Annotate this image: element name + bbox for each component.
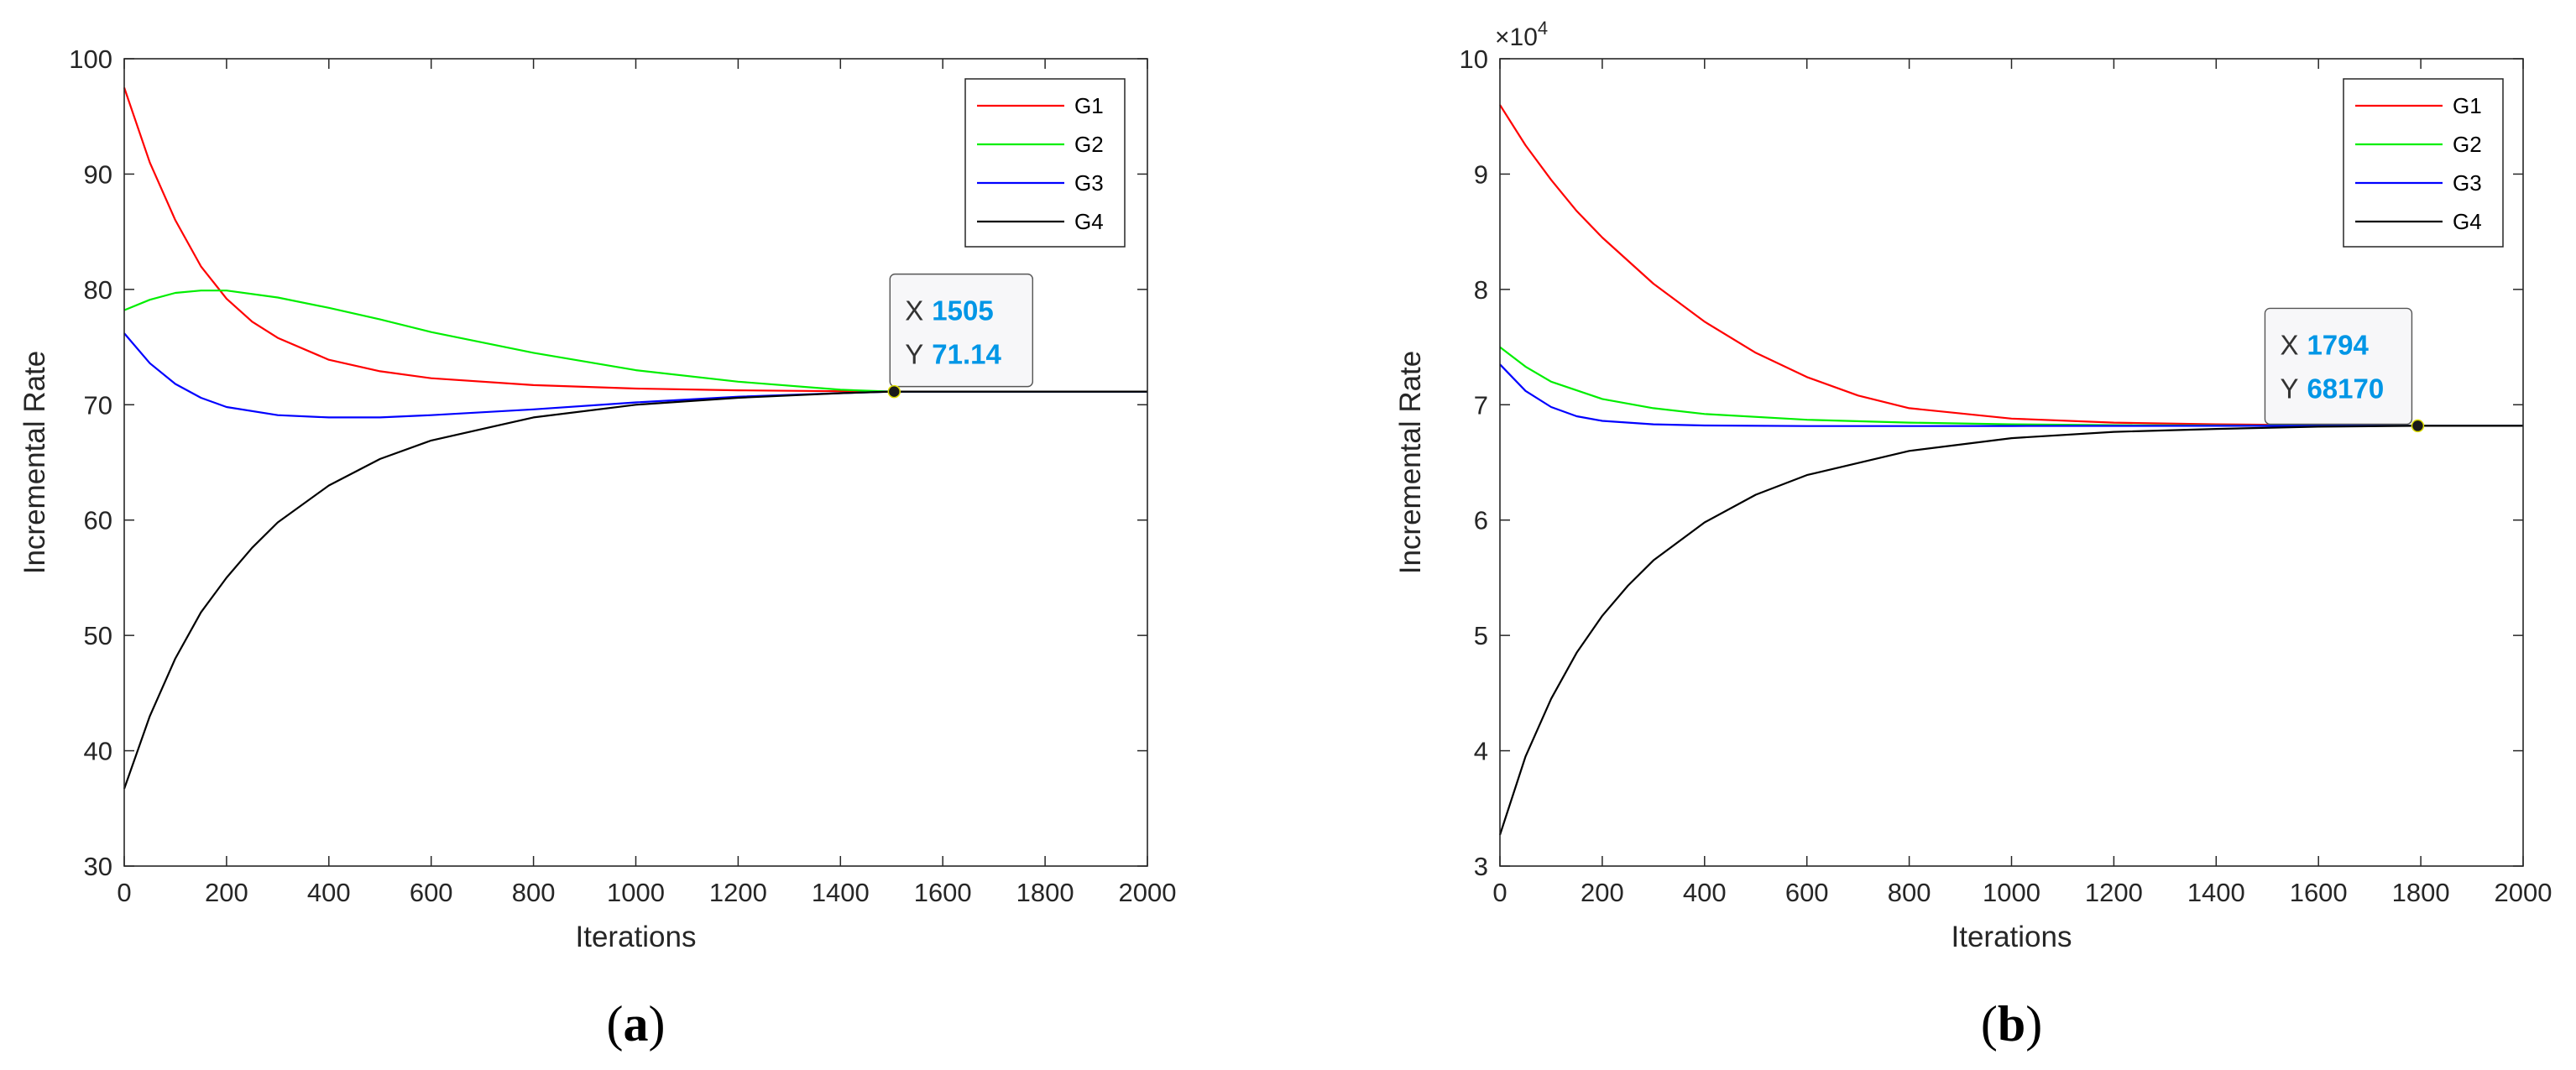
x-axis-label: Iterations (1952, 921, 2072, 953)
datatip-x-key: X (2280, 329, 2298, 360)
x-tick-label: 1000 (1983, 878, 2040, 907)
panel-label-open: ( (607, 996, 624, 1052)
datatip-y-value: 68170 (2307, 373, 2384, 404)
x-tick-label: 0 (1492, 878, 1507, 907)
x-tick-label: 1200 (2085, 878, 2143, 907)
legend-label-g2: G2 (1074, 132, 1104, 157)
x-tick-label: 1600 (914, 878, 972, 907)
y-axis-label: Incremental Rate (1394, 351, 1427, 575)
x-tick-label: 0 (117, 878, 131, 907)
x-tick-label: 1800 (1016, 878, 1074, 907)
y-tick-label: 3 (1474, 852, 1488, 881)
legend-label-g4: G4 (1074, 209, 1104, 234)
series-line-g1 (1499, 104, 2523, 427)
x-axis-label: Iterations (576, 921, 697, 953)
legend-label-g2: G2 (2453, 132, 2482, 157)
panel-label-open: ( (1981, 996, 1998, 1052)
y-tick-label: 10 (1460, 44, 1488, 74)
datatip-marker (887, 384, 901, 399)
panel-label-letter: a (624, 996, 649, 1052)
legend-label-g3: G3 (1074, 170, 1104, 196)
y-tick-label: 70 (84, 390, 112, 420)
x-tick-label: 400 (307, 878, 351, 907)
y-tick-label: 6 (1474, 506, 1488, 535)
x-tick-label: 600 (410, 878, 453, 907)
y-tick-label: 5 (1474, 621, 1488, 650)
panel-label: (b) (1981, 996, 2042, 1052)
panel-b: 0 200 400 600 800 1000 1200 1400 1600 1800 2000 3 4 5… (1394, 18, 2552, 1052)
legend-label-g1: G1 (2453, 93, 2482, 118)
datatip-x-value: 1505 (932, 295, 993, 326)
datatip-x-value: 1794 (2307, 329, 2369, 360)
x-tick-label: 1600 (2290, 878, 2348, 907)
x-tick-label: 400 (1683, 878, 1727, 907)
panel-label: (a) (607, 996, 666, 1052)
x-tick-label: 200 (205, 878, 248, 907)
legend-box (964, 78, 1126, 248)
datatip-box (2264, 307, 2413, 425)
legend-label-g3: G3 (2453, 170, 2482, 196)
x-tick-label: 1400 (2187, 878, 2245, 907)
x-tick-label: 200 (1581, 878, 1624, 907)
panel-label-close: ) (649, 996, 666, 1052)
y-tick-label: 90 (84, 159, 112, 189)
y-tick-label: 100 (69, 44, 112, 74)
series-line-g3 (1499, 363, 2523, 427)
y-tick-label: 9 (1474, 159, 1488, 189)
y-tick-label: 7 (1474, 390, 1488, 420)
legend-box (2343, 78, 2504, 248)
y-tick-label: 4 (1474, 737, 1488, 766)
y-tick-label: 60 (84, 506, 112, 535)
panel-label-letter: b (1998, 996, 2025, 1052)
x-tick-label: 1800 (2392, 878, 2450, 907)
datatip-box (889, 273, 1033, 388)
x-tick-label: 600 (1785, 878, 1829, 907)
x-tick-label: 800 (1888, 878, 1931, 907)
legend-label-g1: G1 (1074, 93, 1104, 118)
series-line-g4 (123, 390, 1147, 790)
series-line-g2 (123, 290, 1147, 393)
x-tick-label: 1200 (709, 878, 767, 907)
y-tick-label: 80 (84, 275, 112, 305)
y-tick-label: 40 (84, 737, 112, 766)
datatip-y-key: Y (905, 339, 923, 370)
x-tick-label: 2000 (2495, 878, 2552, 907)
datatip-marker (2411, 419, 2425, 433)
y-tick-label: 8 (1474, 275, 1488, 305)
y-tick-label: 30 (84, 852, 112, 881)
y-exponent-power: 4 (1538, 18, 1548, 39)
x-tick-label: 800 (512, 878, 556, 907)
series-line-g1 (123, 87, 1147, 393)
panel-label-close: ) (2025, 996, 2042, 1052)
datatip-x-key: X (905, 295, 923, 326)
panel-a: 0 200 400 600 800 1000 1200 1400 1600 1800 2000 30 4… (18, 44, 1176, 1052)
y-exponent-label: ×104 (1495, 18, 1548, 51)
y-tick-label: 50 (84, 621, 112, 650)
x-tick-label: 1400 (812, 878, 870, 907)
legend-label-g4: G4 (2453, 209, 2482, 234)
datatip-y-key: Y (2280, 373, 2298, 404)
x-tick-label: 2000 (1119, 878, 1177, 907)
datatip-y-value: 71.14 (932, 339, 1001, 370)
y-exponent-base: ×10 (1495, 23, 1538, 51)
series-line-g4 (1498, 425, 2523, 836)
x-tick-label: 1000 (607, 878, 665, 907)
y-axis-label: Incremental Rate (18, 351, 51, 575)
